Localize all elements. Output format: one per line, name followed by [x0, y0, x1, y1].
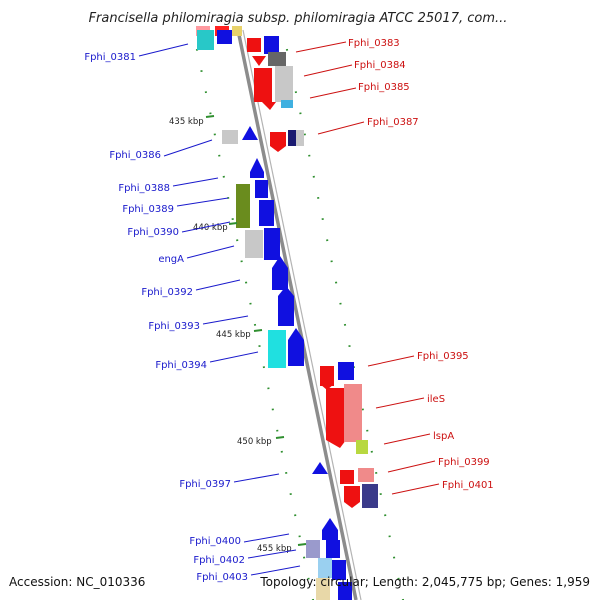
gene-feature[interactable]: [268, 330, 286, 368]
gene-feature[interactable]: [318, 558, 332, 578]
gene-feature[interactable]: [356, 440, 368, 454]
gene-feature[interactable]: [247, 38, 261, 52]
gene-feature[interactable]: [268, 52, 286, 66]
gene-feature[interactable]: [278, 286, 294, 326]
gene-feature[interactable]: [344, 486, 360, 502]
gene-feature[interactable]: [222, 130, 238, 144]
map-title: Francisella philomiragia subsp. philomir…: [89, 11, 508, 26]
gene-feature[interactable]: [270, 132, 286, 146]
gene-feature[interactable]: [259, 200, 274, 226]
kbp-label: 455 kbp: [257, 544, 292, 554]
gene-feature[interactable]: [320, 384, 334, 390]
gene-label[interactable]: Fphi_0388: [118, 183, 170, 194]
gene-feature[interactable]: [338, 362, 354, 380]
gene-feature[interactable]: [217, 30, 232, 44]
gene-feature[interactable]: [236, 184, 250, 228]
gene-label[interactable]: Fphi_0400: [189, 536, 241, 547]
gene-feature[interactable]: [232, 26, 242, 36]
gene-feature[interactable]: [306, 540, 320, 558]
gene-label[interactable]: Fphi_0399: [438, 457, 490, 468]
gene-label[interactable]: Fphi_0403: [196, 572, 248, 583]
gene-feature[interactable]: [254, 68, 272, 102]
gene-feature[interactable]: [242, 126, 258, 140]
gene-feature[interactable]: [338, 582, 352, 600]
gene-feature[interactable]: [281, 100, 293, 108]
gene-feature[interactable]: [264, 228, 280, 260]
gene-label[interactable]: Fphi_0386: [109, 150, 161, 161]
gene-feature[interactable]: [326, 440, 346, 448]
gene-label[interactable]: Fphi_0395: [417, 351, 469, 362]
genome-backbone: [236, 29, 362, 600]
kbp-label: 440 kbp: [193, 223, 228, 233]
gene-feature[interactable]: [344, 384, 362, 442]
gene-label[interactable]: ileS: [427, 394, 445, 405]
gene-feature[interactable]: [264, 36, 279, 54]
gene-label[interactable]: Fphi_0393: [148, 321, 200, 332]
gene-feature[interactable]: [312, 462, 328, 474]
gene-feature[interactable]: [245, 230, 263, 258]
gene-label[interactable]: Fphi_0387: [367, 117, 419, 128]
gene-label[interactable]: Fphi_0385: [358, 82, 410, 93]
gene-feature[interactable]: [262, 102, 276, 110]
kbp-marks: 435 kbp 440 kbp 445 kbp 450 kbp 455 kbp: [169, 115, 307, 554]
gene-label[interactable]: lspA: [433, 431, 454, 442]
left-gene-labels: Fphi_0381 Fphi_0386 Fphi_0388 Fphi_0389 …: [84, 43, 301, 583]
gene-feature[interactable]: [358, 468, 374, 482]
gene-label[interactable]: Fphi_0389: [122, 204, 174, 215]
kbp-label: 445 kbp: [216, 330, 251, 340]
gene-label[interactable]: Fphi_0384: [354, 60, 406, 71]
gene-label[interactable]: Fphi_0397: [179, 479, 231, 490]
gene-label[interactable]: engA: [158, 254, 184, 265]
gene-label[interactable]: Fphi_0381: [84, 52, 136, 63]
gene-label[interactable]: Fphi_0402: [193, 555, 245, 566]
gene-label[interactable]: Fphi_0394: [155, 360, 207, 371]
gene-feature[interactable]: [272, 256, 288, 290]
gene-feature[interactable]: [332, 560, 346, 580]
right-gene-labels: Fphi_0383 Fphi_0384 Fphi_0385 Fphi_0387 …: [295, 38, 494, 495]
gene-label[interactable]: Fphi_0392: [141, 287, 193, 298]
gene-label[interactable]: Fphi_0383: [348, 38, 400, 49]
gene-feature[interactable]: [288, 130, 296, 146]
accession-text: Accession: NC_010336: [9, 575, 145, 589]
genome-summary-text: Topology: circular; Length: 2,045,775 bp…: [259, 575, 590, 589]
gene-features: [196, 26, 378, 600]
gene-label[interactable]: Fphi_0390: [127, 227, 179, 238]
gene-feature[interactable]: [270, 146, 286, 152]
gene-feature[interactable]: [326, 388, 344, 440]
gene-feature[interactable]: [340, 470, 354, 484]
gene-feature[interactable]: [320, 366, 334, 386]
gene-feature[interactable]: [296, 130, 304, 146]
gene-feature[interactable]: [362, 484, 378, 508]
gene-feature[interactable]: [197, 30, 214, 50]
gene-feature[interactable]: [322, 518, 338, 540]
gene-feature[interactable]: [250, 158, 264, 178]
gene-feature[interactable]: [316, 578, 330, 600]
kbp-label: 435 kbp: [169, 117, 204, 127]
tick-marks: [195, 48, 405, 600]
gene-feature[interactable]: [252, 56, 266, 66]
gene-feature[interactable]: [344, 502, 360, 508]
kbp-label: 450 kbp: [237, 437, 272, 447]
gene-feature[interactable]: [255, 180, 268, 198]
gene-feature[interactable]: [288, 328, 304, 366]
gene-feature[interactable]: [326, 540, 340, 558]
gene-feature[interactable]: [275, 66, 293, 102]
gene-label[interactable]: Fphi_0401: [442, 480, 494, 491]
